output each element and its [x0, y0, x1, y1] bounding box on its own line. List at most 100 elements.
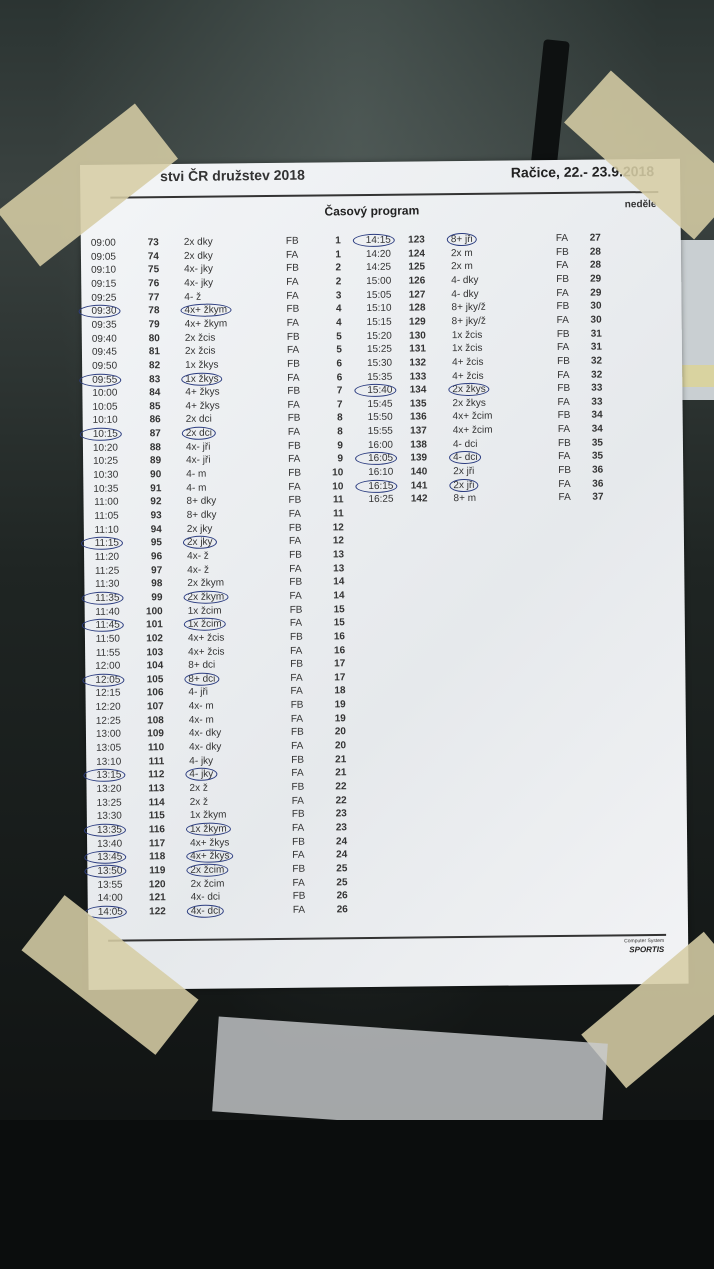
boat-class: 4x- jři	[186, 455, 211, 467]
final-label: FA	[292, 877, 305, 889]
boat-class: 2x žcis	[184, 332, 216, 344]
final-label: FA	[292, 849, 305, 862]
race-number: 79	[148, 319, 160, 331]
race-time: 15:40	[354, 383, 397, 398]
race-time: 10:30	[93, 469, 119, 481]
boat-class: 4x+ žkym	[184, 318, 228, 330]
race-number: 88	[149, 441, 162, 454]
race-number: 116	[148, 824, 166, 836]
race-number: 135	[409, 398, 427, 410]
final-label: FA	[556, 314, 569, 326]
final-label: FA	[291, 740, 304, 752]
final-label: FA	[556, 342, 570, 354]
race-time: 14:00	[97, 892, 123, 905]
race-order: 4	[336, 317, 342, 329]
computer-system-label: Computer System	[624, 937, 665, 945]
race-number: 115	[148, 810, 165, 822]
race-number: 95	[150, 537, 163, 549]
race-time: 13:25	[96, 797, 122, 809]
boat-class: 4x- dci	[190, 891, 221, 904]
final-label: FA	[287, 426, 301, 438]
final-label: FA	[286, 290, 299, 302]
boat-class: 4- jky	[185, 767, 218, 782]
boat-class: 1x žkys	[181, 371, 223, 386]
race-order: 28	[589, 246, 601, 258]
event-title: stvi ČR družstev 2018	[160, 166, 305, 185]
race-order: 22	[335, 781, 347, 793]
race-order: 1	[335, 248, 342, 260]
race-number: 118	[149, 851, 166, 863]
race-time: 09:25	[91, 292, 117, 304]
final-label: FA	[288, 536, 302, 548]
boat-class: 1x žkys	[185, 359, 219, 371]
final-label: FB	[289, 631, 303, 643]
race-order: 22	[335, 794, 347, 806]
race-time: 11:05	[94, 510, 119, 522]
race-number: 74	[147, 250, 160, 262]
race-time: 11:35	[81, 591, 124, 605]
race-time: 11:20	[94, 551, 120, 563]
final-label: FB	[292, 863, 306, 875]
boat-class: 8+ jky/ž	[451, 302, 486, 314]
race-number: 126	[408, 275, 426, 287]
race-order: 30	[590, 314, 602, 326]
race-order: 31	[590, 341, 602, 353]
race-time: 13:45	[84, 850, 127, 865]
final-label: FA	[557, 369, 570, 381]
race-number: 105	[146, 673, 164, 686]
race-number: 120	[148, 878, 166, 890]
boat-class: 4x- dky	[189, 741, 222, 753]
boat-class: 8+ dci	[184, 672, 220, 686]
race-number: 134	[409, 384, 427, 396]
final-label: FA	[288, 508, 301, 520]
race-time: 11:45	[81, 618, 124, 633]
race-order: 28	[589, 259, 602, 271]
race-number: 86	[149, 414, 161, 426]
final-label: FA	[287, 399, 300, 411]
race-number: 83	[149, 373, 161, 385]
final-label: FB	[557, 383, 571, 395]
race-time: 14:20	[365, 248, 392, 260]
race-order: 10	[332, 480, 344, 493]
final-label: FB	[557, 355, 570, 367]
final-label: FA	[290, 713, 304, 725]
final-label: FA	[288, 454, 301, 466]
final-label: FA	[555, 232, 569, 245]
boat-class: 4x+ žcim	[452, 424, 493, 437]
race-order: 5	[336, 330, 342, 342]
race-order: 32	[591, 369, 603, 381]
final-label: FA	[289, 563, 302, 575]
race-time: 13:35	[83, 823, 127, 837]
boat-class: 2x dky	[183, 250, 213, 262]
boat-class: 4x- ž	[187, 564, 209, 576]
race-number: 93	[150, 510, 162, 522]
race-time: 13:00	[95, 728, 122, 741]
race-number: 92	[150, 496, 162, 508]
final-label: FB	[558, 464, 572, 477]
race-time: 09:00	[90, 237, 116, 249]
race-order: 31	[590, 328, 602, 340]
race-time: 13:05	[96, 742, 122, 754]
race-order: 20	[334, 740, 347, 752]
race-number: 123	[408, 234, 425, 246]
race-time: 09:45	[91, 346, 118, 359]
final-label: FA	[556, 260, 569, 272]
race-number: 76	[148, 278, 160, 290]
boat-class: 2x jky	[186, 523, 213, 535]
race-number: 128	[408, 302, 426, 314]
race-order: 27	[589, 232, 601, 244]
final-label: FB	[290, 699, 304, 711]
race-order: 6	[336, 358, 343, 370]
race-number: 132	[409, 357, 427, 369]
race-number: 104	[146, 660, 164, 672]
race-number: 102	[146, 633, 164, 645]
boat-class: 4- jři	[188, 687, 209, 699]
race-order: 35	[591, 437, 603, 449]
race-order: 19	[334, 712, 346, 725]
boat-class: 4- dci	[452, 438, 478, 450]
boat-class: 4- dky	[451, 288, 479, 300]
final-label: FB	[557, 410, 571, 422]
final-label: FB	[556, 328, 570, 340]
race-time: 16:25	[368, 494, 394, 506]
final-label: FA	[291, 768, 304, 780]
